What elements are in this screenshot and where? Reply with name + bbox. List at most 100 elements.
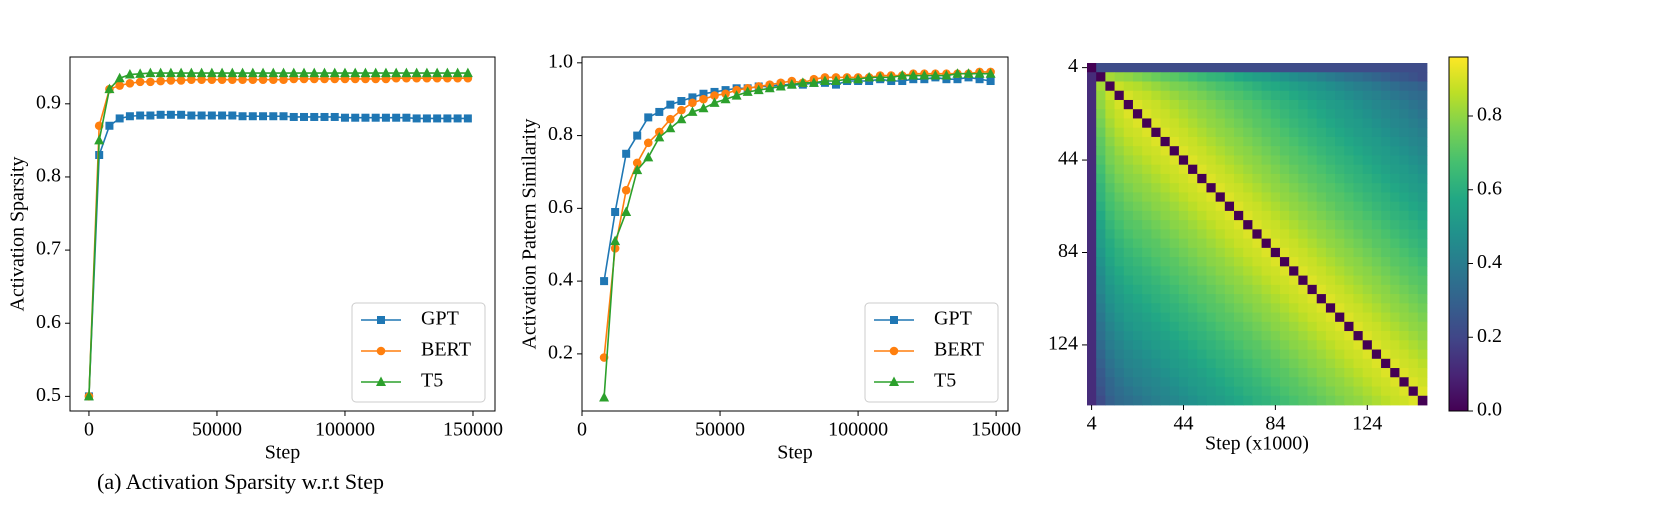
heatmap-cell (1243, 386, 1253, 397)
heatmap-cell (1289, 340, 1299, 350)
heatmap-cell (1371, 395, 1382, 406)
heatmap-cell (1123, 220, 1134, 230)
heatmap-cell (1243, 238, 1253, 249)
heatmap-cell (1188, 201, 1198, 212)
marker (258, 67, 269, 78)
heatmap-cell (1335, 173, 1345, 184)
heatmap-cell (1307, 220, 1318, 230)
y-tick-label: 4 (1068, 55, 1078, 77)
heatmap-cell (1289, 136, 1299, 147)
heatmap-cell (1151, 294, 1161, 304)
heatmap-cell (1417, 99, 1428, 110)
heatmap-cell (1178, 173, 1189, 184)
heatmap-cell (1160, 63, 1171, 73)
heatmap-cell (1325, 238, 1336, 249)
heatmap-cell (1132, 136, 1143, 147)
heatmap-cell (1344, 90, 1354, 101)
heatmap-cell (1197, 229, 1207, 240)
marker (453, 114, 462, 123)
heatmap-cell (1123, 386, 1134, 397)
marker (218, 111, 227, 120)
heatmap-cell (1279, 266, 1290, 276)
heatmap-cell (1316, 109, 1327, 119)
heatmap-cell (1279, 386, 1290, 397)
heatmap-cell (1335, 192, 1345, 203)
heatmap-cell (1160, 312, 1171, 323)
heatmap-cell (1390, 266, 1400, 276)
heatmap-cell (1105, 164, 1115, 175)
heatmap-cell (1142, 201, 1152, 212)
heatmap-cell (1261, 192, 1272, 203)
heatmap-cell (1188, 303, 1198, 313)
heatmap-cell (1123, 90, 1134, 101)
heatmap-cell (1344, 146, 1354, 156)
heatmap-cell (1344, 183, 1354, 193)
heatmap-cell (1316, 284, 1327, 295)
heatmap-cell (1215, 257, 1226, 267)
heatmap-cell (1325, 340, 1336, 350)
marker (401, 67, 412, 78)
heatmap-cell (1105, 192, 1115, 203)
heatmap-cell (1307, 109, 1318, 119)
heatmap-cell (1270, 63, 1281, 73)
heatmap-cell (1252, 146, 1262, 156)
heatmap-cell (1344, 386, 1354, 397)
heatmap-cell (1206, 238, 1217, 249)
heatmap-cell (1160, 173, 1171, 184)
heatmap-cell (1087, 284, 1097, 295)
heatmap-cell (1353, 386, 1364, 397)
heatmap-cell (1399, 377, 1410, 387)
heatmap-cell (1316, 99, 1327, 110)
heatmap-cell (1325, 368, 1336, 378)
legend-label: T5 (934, 370, 956, 392)
marker (278, 67, 289, 78)
heatmap-cell (1197, 321, 1207, 332)
heatmap-cell (1206, 303, 1217, 313)
heatmap-cell (1316, 312, 1327, 323)
heatmap-cell (1399, 173, 1410, 184)
heatmap-cell (1279, 109, 1290, 119)
heatmap-cell (1206, 349, 1217, 360)
heatmap-cell (1169, 358, 1180, 369)
heatmap-cell (1408, 377, 1419, 387)
heatmap-cell (1215, 136, 1226, 147)
heatmap-cell (1417, 210, 1428, 221)
heatmap-cell (1417, 192, 1428, 203)
heatmap-cell (1114, 109, 1125, 119)
plot-frame (581, 56, 1009, 412)
heatmap-cell (1142, 275, 1152, 286)
heatmap-cell (1316, 386, 1327, 397)
heatmap-cell (1123, 368, 1134, 378)
heatmap-cell (1142, 395, 1152, 406)
y-tick-label: 0.8 (548, 123, 573, 145)
heatmap-cell (1215, 303, 1226, 313)
heatmap-cell (1215, 192, 1226, 203)
heatmap-cell (1279, 201, 1290, 212)
heatmap-cell (1408, 303, 1419, 313)
heatmap-cell (1298, 331, 1308, 341)
heatmap-cell (1224, 136, 1235, 147)
heatmap-cell (1362, 257, 1373, 267)
heatmap-cell (1261, 173, 1272, 184)
heatmap-cell (1381, 238, 1391, 249)
heatmap-cell (1151, 127, 1161, 138)
heatmap-cell (1197, 340, 1207, 350)
heatmap-cell (1408, 192, 1419, 203)
heatmap-cell (1261, 303, 1272, 313)
heatmap-cell (1417, 118, 1428, 129)
heatmap-cell (1224, 238, 1235, 249)
heatmap-cell (1169, 284, 1180, 295)
heatmap-cell (1151, 257, 1161, 267)
heatmap-cell (1087, 155, 1097, 166)
heatmap-cell (1132, 192, 1143, 203)
heatmap-cell (1243, 220, 1253, 230)
heatmap-cell (1224, 210, 1235, 221)
heatmap-cell (1105, 136, 1115, 147)
heatmap-cell (1362, 210, 1373, 221)
heatmap-cell (1234, 266, 1244, 276)
heatmap-cell (1270, 192, 1281, 203)
heatmap-cell (1335, 118, 1345, 129)
heatmap-cell (1087, 118, 1097, 129)
heatmap-cell (1335, 183, 1345, 193)
heatmap-cell (1132, 109, 1143, 119)
